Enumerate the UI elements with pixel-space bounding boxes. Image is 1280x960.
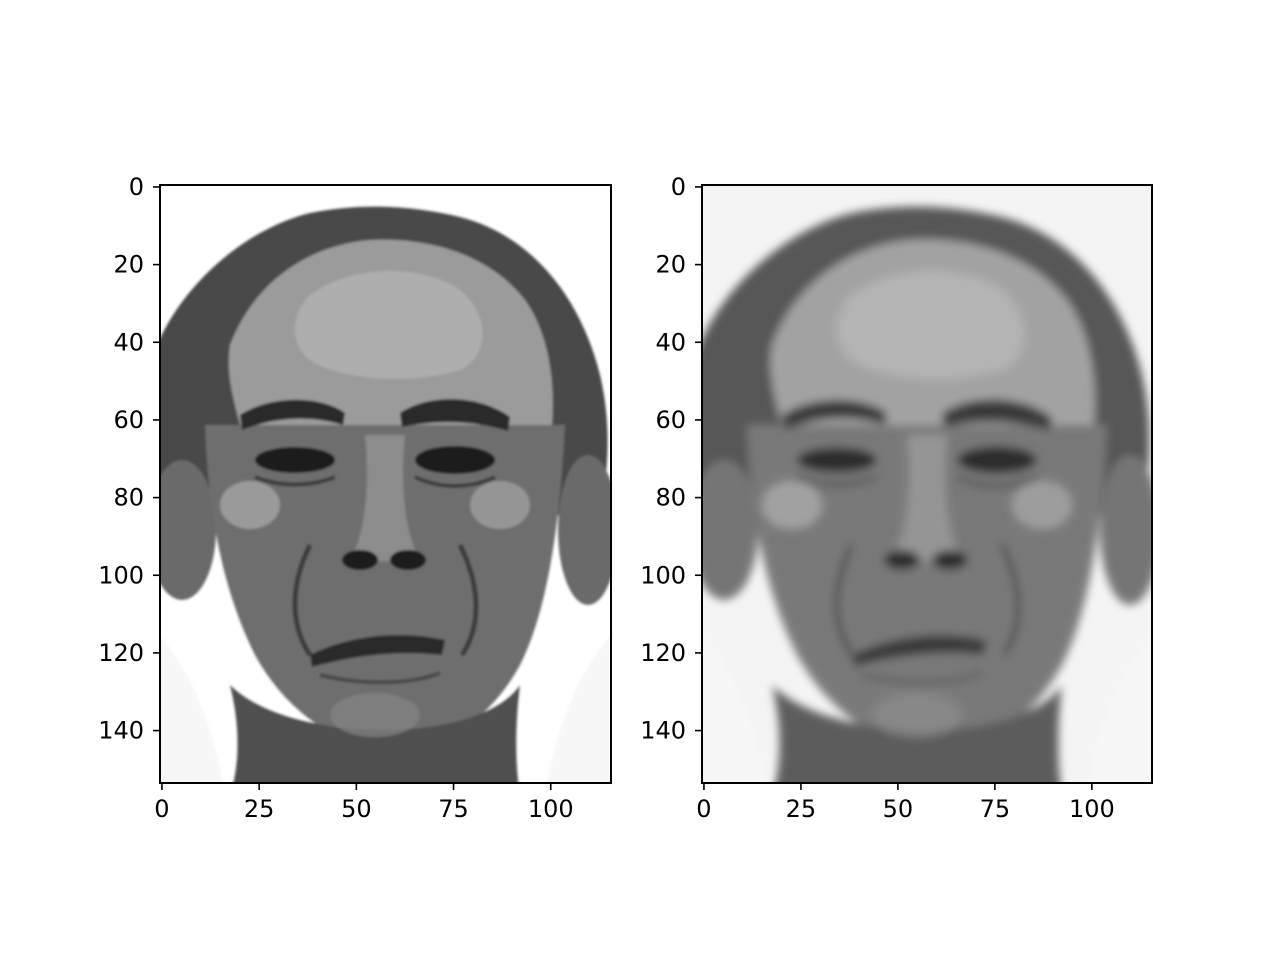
x-tick-label: 25	[244, 795, 275, 823]
y-ticks-2: 0 20 40 60 80 100 120 140	[640, 173, 702, 745]
x-tick-label: 50	[341, 795, 372, 823]
y-tick-label: 100	[640, 561, 686, 589]
y-tick-label: 60	[655, 406, 686, 434]
y-tick-label: 20	[655, 251, 686, 279]
panel-reconstructed: 0 25 50 75 100 0 20 40 60 80 100 120 140	[640, 173, 1153, 823]
y-tick-label: 80	[113, 484, 144, 512]
y-tick-label: 40	[113, 328, 144, 356]
x-tick-label: 0	[154, 795, 169, 823]
y-ticks-1: 0 20 40 60 80 100 120 140	[98, 173, 160, 745]
x-tick-label: 0	[696, 795, 711, 823]
y-tick-label: 140	[98, 717, 144, 745]
axes-frame-1	[159, 184, 612, 784]
axes-frame-2	[701, 184, 1153, 784]
y-tick-label: 140	[640, 717, 686, 745]
y-tick-label: 40	[655, 328, 686, 356]
y-tick-label: 80	[655, 484, 686, 512]
y-tick-label: 0	[129, 173, 144, 201]
x-tick-label: 75	[438, 795, 469, 823]
y-tick-label: 60	[113, 406, 144, 434]
y-tick-label: 120	[640, 639, 686, 667]
x-ticks-2: 0 25 50 75 100	[696, 783, 1115, 823]
x-tick-label: 75	[980, 795, 1011, 823]
y-tick-label: 20	[113, 251, 144, 279]
x-tick-label: 50	[883, 795, 914, 823]
x-tick-label: 100	[528, 795, 574, 823]
y-tick-label: 100	[98, 561, 144, 589]
reconstructed-face-image	[702, 185, 1152, 783]
x-ticks-1: 0 25 50 75 100	[154, 783, 574, 823]
x-tick-label: 100	[1069, 795, 1115, 823]
x-tick-label: 25	[786, 795, 817, 823]
y-tick-label: 0	[671, 173, 686, 201]
panel-original: 0 25 50 75 100 0 20 40 60 80 100 120 140	[98, 173, 612, 823]
y-tick-label: 120	[98, 639, 144, 667]
